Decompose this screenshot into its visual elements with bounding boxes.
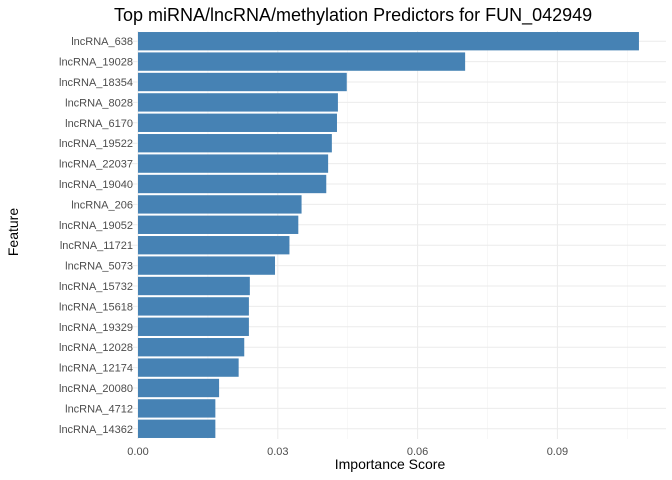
y-tick-label: lncRNA_22037	[59, 159, 133, 171]
bar	[138, 317, 249, 336]
bar	[138, 276, 250, 296]
bar	[138, 215, 299, 234]
bar	[138, 32, 639, 51]
bar	[138, 419, 216, 438]
y-axis-label: Feature	[5, 207, 21, 257]
y-tick-label: lncRNA_4712	[65, 403, 133, 415]
y-tick-label: lncRNA_18354	[59, 77, 133, 89]
y-tick-label: lncRNA_15732	[59, 281, 133, 293]
y-tick-label: lncRNA_19028	[59, 57, 133, 69]
bar	[138, 52, 466, 71]
bar	[138, 174, 327, 194]
y-tick-label: lncRNA_6170	[65, 118, 133, 130]
bar	[138, 154, 329, 173]
chart-title: Top miRNA/lncRNA/methylation Predictors …	[114, 5, 593, 25]
y-tick-label: lncRNA_12028	[59, 342, 133, 354]
x-tick-label: 0.00	[127, 446, 148, 458]
x-tick-label: 0.09	[547, 446, 568, 458]
y-tick-label: lncRNA_5073	[65, 261, 133, 273]
bar	[138, 358, 239, 377]
y-tick-label: lncRNA_206	[71, 199, 133, 211]
bar	[138, 113, 337, 132]
bar	[138, 134, 332, 153]
y-tick-label: lncRNA_19522	[59, 138, 133, 150]
y-tick-label: lncRNA_11721	[60, 240, 133, 252]
y-tick-label: lncRNA_15618	[59, 301, 133, 313]
bar	[138, 338, 245, 357]
bar	[138, 297, 249, 316]
y-tick-label: lncRNA_19040	[59, 179, 133, 191]
bar	[138, 378, 220, 398]
bar	[138, 72, 347, 92]
y-tick-label: lncRNA_638	[71, 36, 133, 48]
y-tick-label: lncRNA_12174	[59, 363, 133, 375]
bar	[138, 399, 216, 418]
x-axis-label: Importance Score	[334, 456, 446, 472]
bar	[138, 236, 290, 255]
bar	[138, 93, 338, 112]
bar	[138, 256, 276, 275]
x-tick-label: 0.06	[407, 446, 428, 458]
y-tick-label: lncRNA_8028	[65, 97, 133, 109]
x-tick-label: 0.03	[267, 446, 288, 458]
y-tick-label: lncRNA_14362	[59, 424, 133, 436]
bar	[138, 195, 302, 214]
y-tick-label: lncRNA_20080	[59, 383, 133, 395]
y-tick-label: lncRNA_19052	[59, 220, 133, 232]
y-tick-label: lncRNA_19329	[59, 322, 133, 334]
